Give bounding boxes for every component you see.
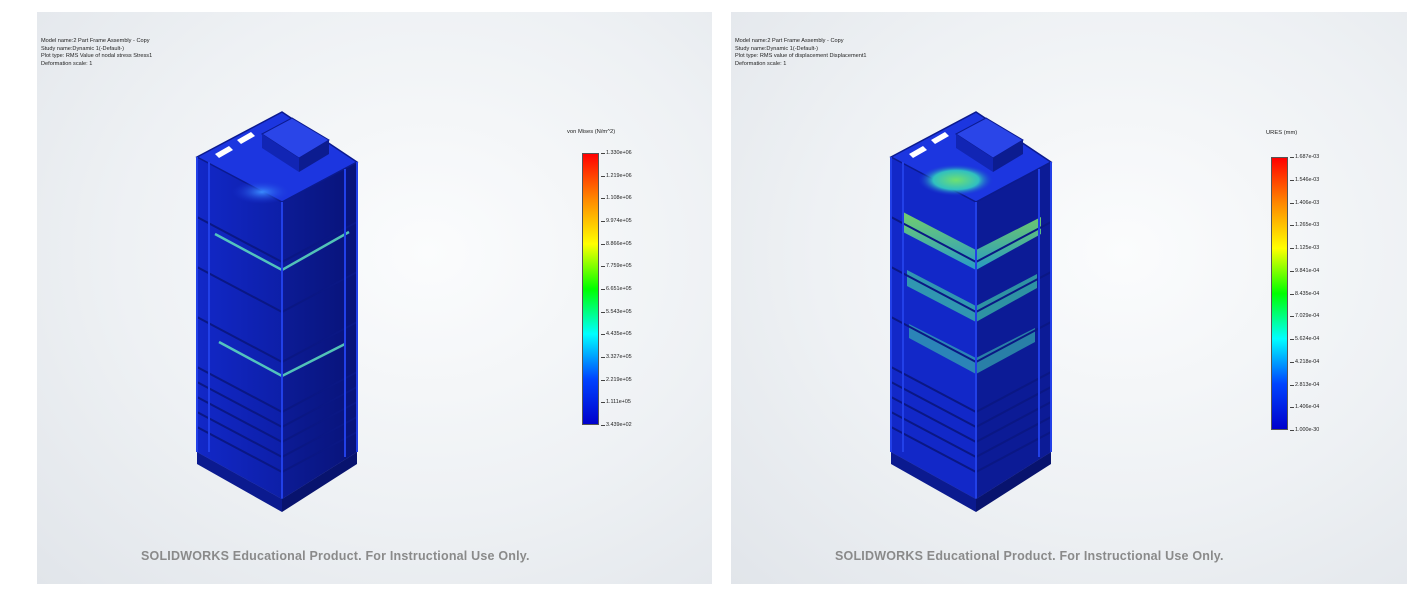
study-name-line: Study name:Dynamic 1(-Default-) xyxy=(41,45,125,52)
legend-tick-label: 5.543e+05 xyxy=(601,308,632,315)
color-bar xyxy=(582,153,599,425)
top-box-side xyxy=(262,134,299,172)
frame-base xyxy=(976,452,1051,512)
legend-tick-label: 1.546e-03 xyxy=(1289,176,1320,183)
deformation-scale-line: Deformation scale: 1 xyxy=(41,60,93,67)
legend-tick-label: 1.330e+06 xyxy=(601,150,632,156)
legend-tick-label: 1.108e+06 xyxy=(601,195,632,202)
legend-tick-label: 1.687e-03 xyxy=(1289,154,1320,160)
plot-type-line: Plot type: RMS Value of nodal stress Str… xyxy=(41,53,153,59)
legend-tick-label: 8.435e-04 xyxy=(1289,290,1320,297)
legend-tick-label: 5.624e-04 xyxy=(1289,336,1320,342)
frame-cutout xyxy=(931,132,949,144)
model-name-line: Model name:2 Part Frame Assembly - Copy xyxy=(41,38,150,44)
legend-tick-label: 2.219e+05 xyxy=(601,376,632,383)
legend-tick-label: 1.000e-30 xyxy=(1289,427,1320,433)
frame-assembly-model[interactable] xyxy=(731,12,1406,584)
plot-header: Model name:2 Part Frame Assembly - Copy … xyxy=(41,38,152,68)
top-box-side xyxy=(299,140,329,172)
displacement-hotspot xyxy=(918,164,994,196)
legend-title: von Mises (N/m^2) xyxy=(567,129,616,135)
legend-tick-label: 9.974e+05 xyxy=(601,218,632,224)
legend-tick-label: 4.218e-04 xyxy=(1289,358,1320,365)
legend-tick-label: 3.439e+02 xyxy=(601,422,632,428)
legend-tick-label: 1.406e-04 xyxy=(1289,404,1320,411)
legend-tick-label: 9.841e-04 xyxy=(1289,267,1320,274)
legend-tick-label: 6.651e+05 xyxy=(601,286,632,292)
frame-base xyxy=(197,452,282,512)
legend-tick-label: 4.435e+05 xyxy=(601,331,632,338)
stress-plot-viewport[interactable]: Model name:2 Part Frame Assembly - Copy … xyxy=(37,12,712,584)
model-name-line: Model name:2 Part Frame Assembly - Copy xyxy=(735,38,844,44)
legend-tick-label: 1.125e-03 xyxy=(1289,245,1320,251)
legend-tick-label: 3.327e+05 xyxy=(601,354,632,360)
legend-tick-label: 7.029e-04 xyxy=(1289,313,1320,320)
frame-right-face xyxy=(282,162,357,499)
top-box-side xyxy=(956,134,993,172)
frame-base xyxy=(282,452,357,512)
watermark: SOLIDWORKS Educational Product. For Inst… xyxy=(835,549,1224,563)
watermark: SOLIDWORKS Educational Product. For Inst… xyxy=(141,549,530,563)
plot-type-line: Plot type: RMS value of displacement Dis… xyxy=(735,53,867,59)
frame-left-face xyxy=(197,157,282,499)
color-bar xyxy=(1271,157,1288,430)
frame-posts xyxy=(890,157,1052,499)
legend-tick-label: 1.406e-03 xyxy=(1289,199,1320,206)
frame-cutout xyxy=(215,146,233,158)
legend-tick-label: 1.219e+06 xyxy=(601,172,632,179)
study-name-line: Study name:Dynamic 1(-Default-) xyxy=(735,45,819,52)
plot-header: Model name:2 Part Frame Assembly - Copy … xyxy=(735,38,867,68)
legend-tick-label: 8.866e+05 xyxy=(601,240,632,247)
legend-tick-label: 7.759e+05 xyxy=(601,263,632,270)
legend-tick-label: 2.813e-04 xyxy=(1289,381,1320,388)
frame-cutout xyxy=(909,146,927,158)
frame-posts xyxy=(196,157,358,499)
legend-tick-label: 1.265e-03 xyxy=(1289,222,1320,229)
legend-tick-label: 1.111e+05 xyxy=(601,399,631,406)
displacement-plot-viewport[interactable]: Model name:2 Part Frame Assembly - Copy … xyxy=(731,12,1407,584)
frame-base xyxy=(891,452,976,512)
stress-hotspot xyxy=(232,180,292,204)
legend-title: URES (mm) xyxy=(1266,130,1298,136)
deformation-scale-line: Deformation scale: 1 xyxy=(735,60,787,67)
frame-assembly-model[interactable] xyxy=(37,12,712,584)
top-box-side xyxy=(993,140,1023,172)
frame-cutout xyxy=(237,132,255,144)
